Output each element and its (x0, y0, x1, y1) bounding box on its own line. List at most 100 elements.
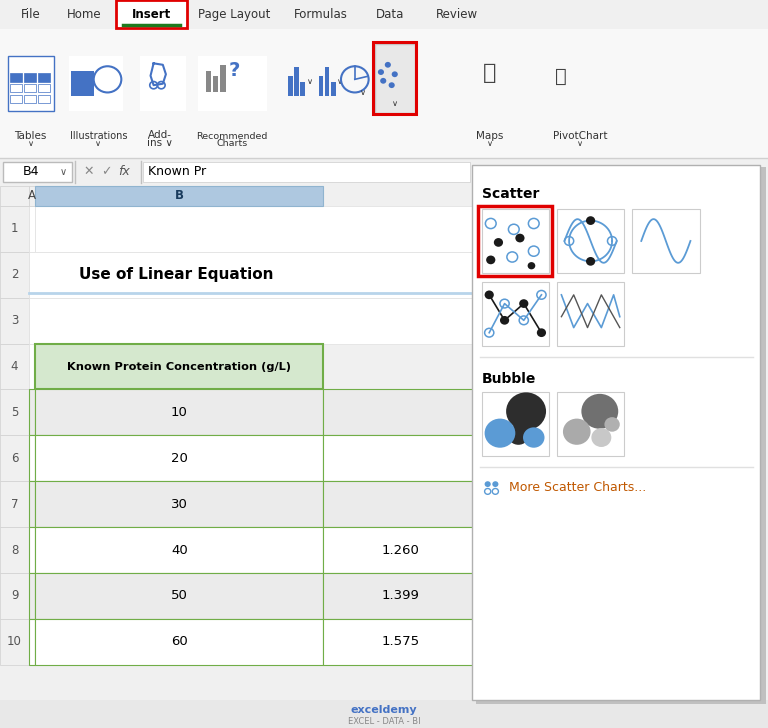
Text: ins ∨: ins ∨ (147, 138, 173, 149)
Circle shape (515, 234, 525, 242)
Text: 2: 2 (11, 269, 18, 281)
Circle shape (485, 419, 515, 448)
Text: ∨: ∨ (392, 99, 398, 108)
Bar (0, 252, 29, 298)
Text: ∨: ∨ (95, 139, 101, 148)
Circle shape (385, 62, 391, 68)
Bar (29, 298, 477, 344)
Text: 9: 9 (11, 590, 18, 602)
Bar (323, 619, 477, 665)
Bar (10, 73, 22, 82)
Bar (632, 209, 700, 273)
Bar (35, 619, 323, 665)
Text: Tables: Tables (15, 131, 47, 141)
Bar (116, 0, 187, 28)
Text: Page Layout: Page Layout (198, 8, 270, 21)
Bar (35, 573, 323, 619)
Bar (0, 186, 29, 206)
Circle shape (563, 419, 591, 445)
Bar (35, 389, 323, 435)
Text: Charts: Charts (217, 139, 247, 148)
Text: 3: 3 (11, 314, 18, 327)
Bar (323, 389, 477, 435)
Circle shape (591, 428, 611, 447)
Text: Recommended: Recommended (197, 132, 267, 141)
Circle shape (506, 392, 546, 430)
Bar (38, 84, 50, 92)
Bar (69, 56, 123, 111)
Bar (29, 389, 35, 435)
Bar (24, 73, 36, 82)
Bar (0, 206, 29, 252)
Text: ∨: ∨ (337, 77, 343, 86)
Text: EXCEL - DATA - BI: EXCEL - DATA - BI (348, 716, 420, 726)
Text: ✕: ✕ (83, 165, 94, 178)
Text: 10: 10 (171, 406, 187, 419)
Bar (140, 56, 186, 111)
Text: Maps: Maps (476, 131, 504, 141)
Bar (557, 392, 624, 456)
Bar (10, 84, 22, 92)
Circle shape (389, 82, 395, 88)
Bar (557, 209, 624, 273)
Circle shape (485, 481, 491, 487)
Bar (472, 165, 760, 700)
Text: 10: 10 (7, 636, 22, 648)
Text: 1.399: 1.399 (381, 590, 419, 602)
Circle shape (581, 394, 618, 429)
Text: A: A (28, 189, 36, 202)
Bar (71, 71, 94, 96)
Bar (373, 42, 416, 114)
Text: More Scatter Charts...: More Scatter Charts... (509, 481, 647, 494)
Text: 30: 30 (171, 498, 187, 510)
Circle shape (486, 256, 495, 264)
Text: Known Pr: Known Pr (148, 165, 207, 178)
Bar (8, 56, 54, 111)
Text: Add-: Add- (147, 130, 172, 140)
Text: 6: 6 (11, 452, 18, 464)
Text: 20: 20 (171, 452, 187, 464)
Text: ✓: ✓ (101, 165, 111, 178)
Bar (557, 282, 624, 346)
Bar (29, 619, 35, 665)
Bar (29, 481, 35, 527)
Text: 7: 7 (11, 498, 18, 510)
Text: 50: 50 (171, 590, 187, 602)
Circle shape (378, 69, 384, 75)
Circle shape (528, 262, 535, 269)
Bar (478, 206, 552, 276)
Text: ∨: ∨ (359, 88, 366, 97)
Bar (476, 167, 766, 704)
Bar (300, 82, 305, 96)
Text: Review: Review (436, 8, 478, 21)
Text: Home: Home (67, 8, 101, 21)
Text: ∨: ∨ (577, 139, 583, 148)
Text: Use of Linear Equation: Use of Linear Equation (79, 267, 273, 282)
Text: File: File (21, 8, 40, 21)
Bar (0, 573, 29, 619)
Bar (0, 527, 29, 573)
Bar (0, 29, 768, 158)
Bar (213, 76, 218, 92)
Text: exceldemy: exceldemy (351, 705, 417, 715)
Bar (0, 481, 29, 527)
Bar (38, 95, 50, 103)
Text: B: B (175, 189, 184, 202)
Bar (0, 389, 29, 435)
Circle shape (537, 328, 546, 337)
Text: Bubble: Bubble (482, 372, 536, 387)
Text: ?: ? (229, 61, 240, 80)
Text: Illustrations: Illustrations (70, 131, 127, 141)
Bar (0, 619, 29, 665)
Bar (0, 158, 768, 186)
Text: ∨: ∨ (59, 167, 67, 177)
Circle shape (392, 71, 398, 77)
Text: PivotChart: PivotChart (553, 131, 607, 141)
Bar (375, 44, 415, 113)
Bar (35, 206, 477, 252)
Bar (29, 206, 35, 252)
Text: 40: 40 (171, 544, 187, 556)
Circle shape (500, 316, 509, 325)
Bar (220, 65, 226, 92)
Bar (198, 56, 267, 111)
